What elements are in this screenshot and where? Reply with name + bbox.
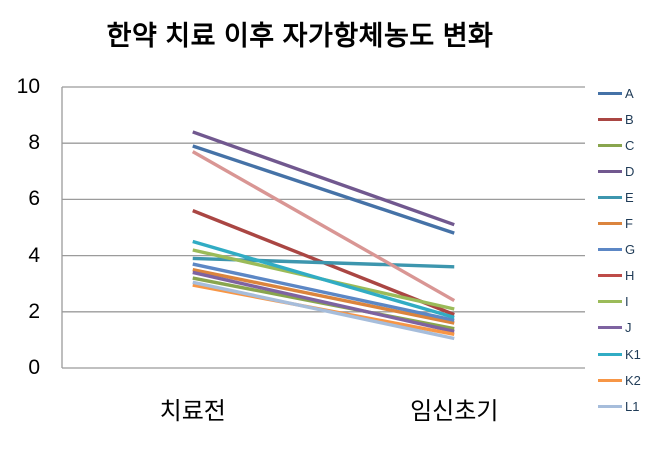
- y-tick-label-0: 0: [28, 356, 40, 379]
- series-line-A: [192, 144, 455, 235]
- legend-label-F: F: [625, 216, 633, 231]
- legend-item-I: I: [598, 295, 629, 309]
- x-category-label-2: 임신초기: [410, 398, 499, 425]
- legend-item-F: F: [598, 217, 633, 231]
- legend-label-D: D: [625, 163, 635, 179]
- series-line-L1: [192, 280, 455, 341]
- legend-swatch-C: [598, 143, 622, 147]
- legend-label-K1: K1: [625, 346, 641, 362]
- legend-swatch-G: [598, 248, 622, 252]
- x-category-label-1: 치료전: [159, 398, 226, 425]
- legend-swatch-I: [598, 300, 622, 304]
- legend-swatch-A: [598, 91, 622, 95]
- legend-swatch-K1: [598, 352, 622, 356]
- series-line-J: [192, 270, 455, 334]
- legend-label-J: J: [625, 320, 632, 336]
- legend-swatch-J: [598, 326, 622, 330]
- series-line-F: [192, 267, 455, 325]
- y-tick-label-10: 10: [16, 75, 40, 98]
- legend-label-K2: K2: [625, 372, 641, 388]
- series-line-G: [192, 262, 455, 322]
- legend-swatch-F: [598, 222, 622, 225]
- legend-item-K1: K1: [598, 347, 641, 361]
- legend-swatch-E: [598, 195, 622, 199]
- legend-swatch-L1: [598, 404, 622, 408]
- y-tick-label-4: 4: [28, 243, 40, 267]
- chart-title: 한약 치료 이후 자가항체농도 변화: [106, 21, 494, 51]
- legend-label-A: A: [625, 85, 634, 101]
- y-tick-label-6: 6: [28, 187, 40, 211]
- legend-item-G: G: [598, 243, 635, 257]
- legend-item-A: A: [598, 86, 634, 100]
- legend-item-H: H: [598, 269, 634, 283]
- legend-item-D: D: [598, 164, 634, 178]
- legend-item-L1: L1: [598, 399, 639, 413]
- legend-swatch-H: [598, 274, 622, 278]
- legend-label-I: I: [625, 294, 629, 310]
- series-line-H: [191, 150, 456, 303]
- y-tick-label-8: 8: [28, 131, 40, 155]
- legend-label-H: H: [625, 268, 635, 284]
- y-tick-label-2: 2: [28, 299, 40, 323]
- legend-swatch-B: [598, 117, 622, 121]
- legend-item-E: E: [598, 190, 634, 204]
- legend-swatch-K2: [598, 378, 622, 382]
- legend-label-E: E: [625, 189, 634, 205]
- legend-label-B: B: [625, 111, 634, 127]
- series-line-D: [192, 130, 455, 227]
- legend-label-C: C: [625, 137, 635, 153]
- legend-label-G: G: [625, 242, 636, 258]
- legend: A B C D E F G H I J K1 K2 L1: [598, 0, 659, 449]
- legend-swatch-D: [598, 169, 622, 173]
- legend-item-B: B: [598, 112, 634, 126]
- series-line-K1: [192, 239, 455, 320]
- legend-item-K2: K2: [598, 373, 641, 387]
- legend-item-C: C: [598, 138, 634, 152]
- legend-label-L1: L1: [625, 398, 640, 414]
- legend-item-J: J: [598, 321, 632, 335]
